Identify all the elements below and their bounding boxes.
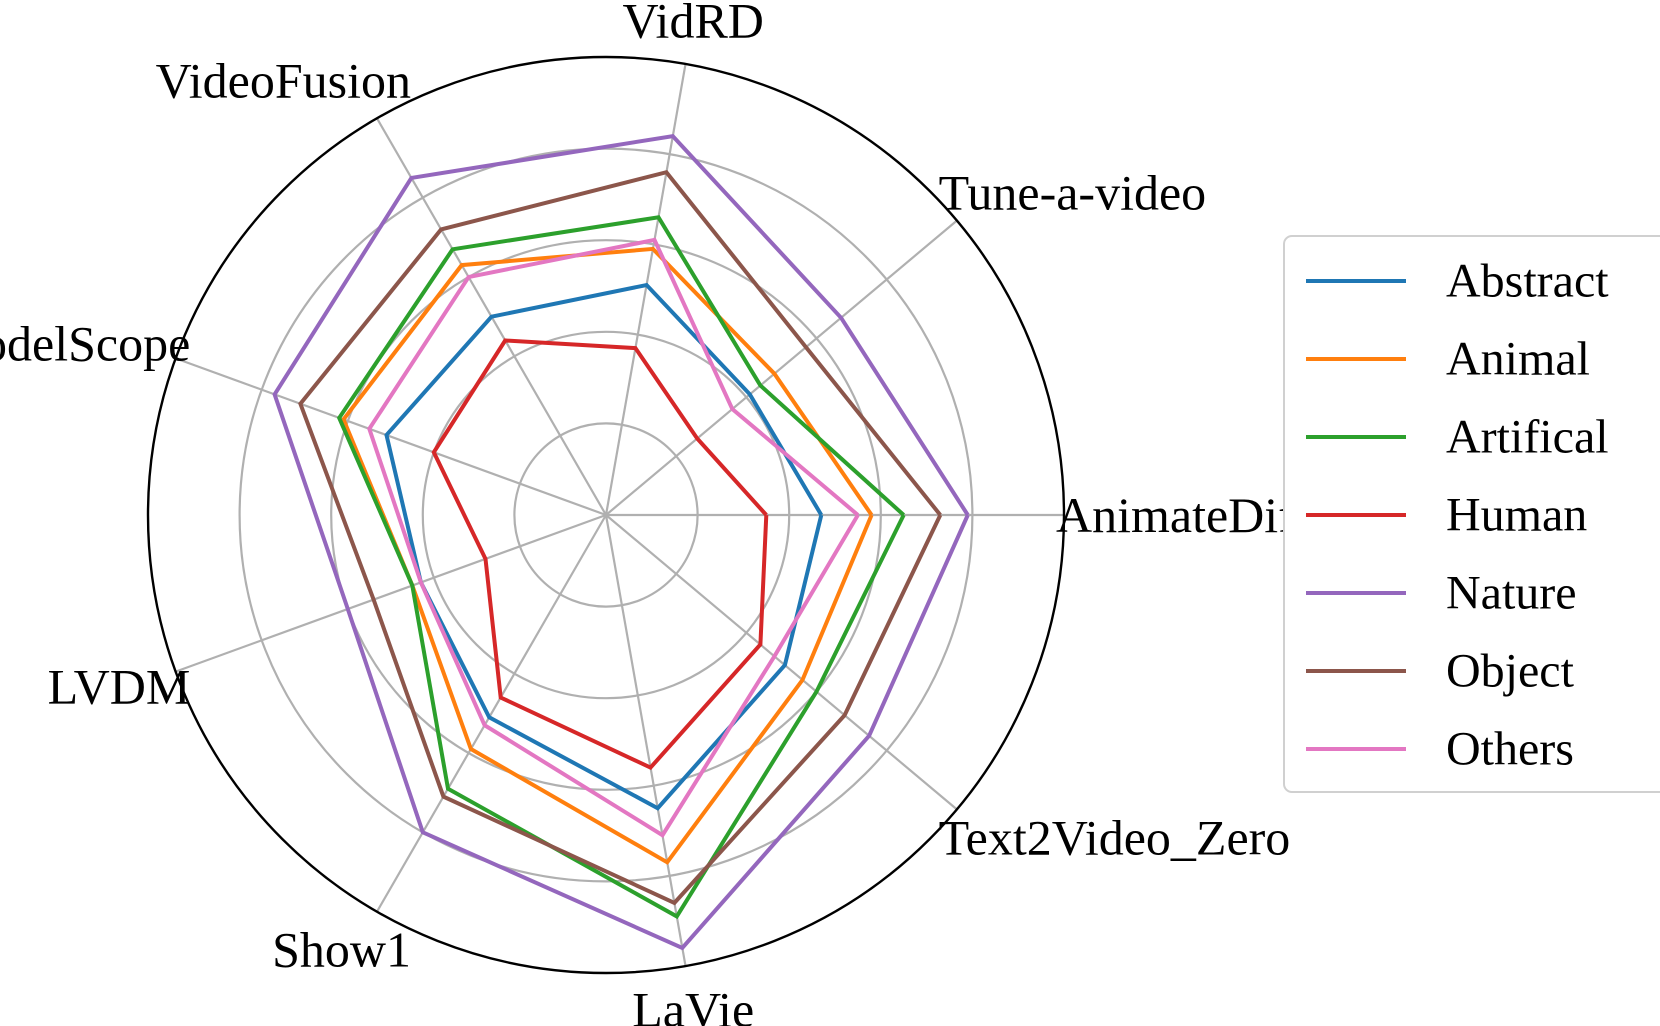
legend-item-nature: Nature bbox=[1306, 567, 1577, 620]
legend-label-object: Object bbox=[1446, 645, 1575, 698]
spoke-modelscope bbox=[175, 357, 607, 517]
outer-frame bbox=[146, 55, 1066, 975]
legend-label-animal: Animal bbox=[1446, 333, 1590, 386]
series-line-abstract bbox=[384, 282, 824, 811]
axis-label-lavie: LaVie bbox=[632, 981, 754, 1026]
legend-label-abstract: Abstract bbox=[1446, 255, 1609, 308]
legend-item-abstract: Abstract bbox=[1306, 255, 1609, 308]
axis-labels: AnimateDiff Tune-a-video VidRD VideoFusion M… bbox=[0, 0, 1311, 1026]
spoke-show1 bbox=[376, 514, 607, 913]
series-line-others bbox=[367, 237, 860, 838]
axis-label-modelscope: ModelScope bbox=[0, 315, 190, 371]
legend-item-human: Human bbox=[1306, 489, 1587, 542]
series-lines bbox=[272, 133, 970, 951]
axis-label-text2video-zero: Text2Video_Zero bbox=[939, 810, 1291, 866]
series-line-nature bbox=[272, 133, 970, 951]
spoke-lavie bbox=[604, 514, 687, 967]
spoke-lvdm bbox=[175, 513, 607, 673]
legend-label-human: Human bbox=[1446, 489, 1587, 542]
spoke-tune-a-video bbox=[605, 219, 958, 516]
axis-label-show1: Show1 bbox=[272, 922, 411, 978]
axis-label-vidrd: VidRD bbox=[622, 0, 763, 49]
legend-label-others: Others bbox=[1446, 723, 1574, 776]
series-line-human bbox=[431, 338, 769, 771]
axis-label-lvdm: LVDM bbox=[48, 659, 191, 715]
legend-label-artifical: Artifical bbox=[1446, 411, 1609, 464]
legend-item-artifical: Artifical bbox=[1306, 411, 1609, 464]
series-line-artifical bbox=[336, 215, 906, 920]
radial-grid bbox=[146, 55, 1066, 975]
legend-item-object: Object bbox=[1306, 645, 1575, 698]
axis-label-videofusion: VideoFusion bbox=[156, 52, 411, 108]
series-line-object bbox=[298, 169, 943, 906]
axis-label-animatediff: AnimateDiff bbox=[1056, 487, 1311, 543]
spoke-text2video-zero bbox=[605, 514, 958, 811]
legend-label-nature: Nature bbox=[1446, 567, 1577, 620]
legend-frame bbox=[1283, 235, 1660, 793]
axis-label-tune-a-video: Tune-a-video bbox=[939, 164, 1207, 220]
legend: Abstract Animal Artifical Human Nature Object… bbox=[1283, 235, 1660, 793]
legend-item-animal: Animal bbox=[1306, 333, 1590, 386]
spoke-vidrd bbox=[604, 63, 687, 516]
legend-item-others: Others bbox=[1306, 723, 1574, 776]
